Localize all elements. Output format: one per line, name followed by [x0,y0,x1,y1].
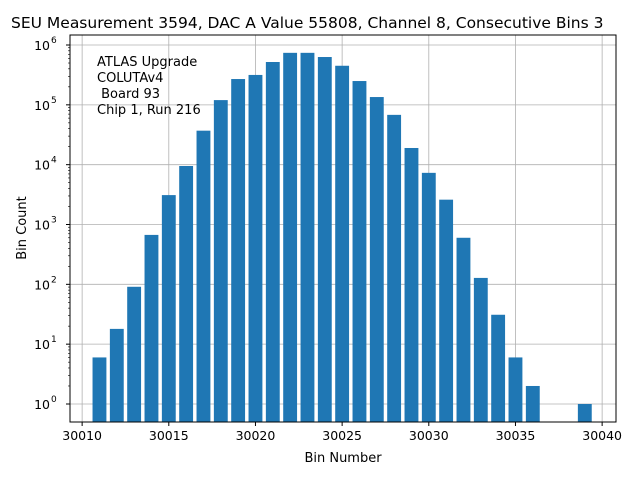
bar [161,195,176,422]
bar [335,65,350,423]
bar [387,114,402,423]
chart-title: SEU Measurement 3594, DAC A Value 55808,… [11,14,603,32]
annotation-line: Board 93 [97,87,160,102]
y-tick-label: 10 [34,38,50,53]
x-axis-label: Bin Number [304,451,382,466]
y-tick-exponent: 2 [51,275,57,285]
bar [317,57,332,422]
y-tick-label: 10 [34,397,50,412]
y-tick-exponent: 6 [51,36,57,46]
x-tick-label: 30040 [582,428,622,443]
bar [144,234,159,422]
bar [300,52,315,422]
x-tick-label: 30030 [409,428,449,443]
x-tick-label: 30020 [236,428,276,443]
bar [179,166,194,422]
bar [196,130,211,422]
x-axis: 30010 30015 30020 30025 30030 30035 30040 [62,422,622,443]
y-tick-exponent: 0 [51,395,57,405]
annotation-line: ATLAS Upgrade [97,55,197,70]
bar [283,52,298,422]
bar [109,328,124,422]
bar [352,81,367,422]
bar [213,100,228,423]
bar [525,385,540,422]
annotation: ATLAS Upgrade COLUTAv4 Board 93 Chip 1, … [97,55,201,118]
bar [491,314,506,422]
bar [577,403,592,422]
bar [248,74,263,423]
x-tick-label: 30025 [322,428,362,443]
bar [265,62,280,423]
bar [92,357,107,422]
bar [473,277,488,422]
x-tick-label: 30010 [62,428,102,443]
y-tick-exponent: 4 [51,156,57,166]
bar [456,237,471,422]
y-tick-exponent: 5 [51,96,57,106]
y-tick-label: 10 [34,98,50,113]
y-tick-label: 10 [34,158,50,173]
bar [404,147,419,422]
bar [508,357,523,422]
bar [231,79,246,423]
bar [421,172,436,422]
bar [369,97,384,422]
y-tick-exponent: 1 [51,335,57,345]
y-tick-label: 10 [34,218,50,233]
y-tick-label: 10 [34,277,50,292]
y-tick-label: 10 [34,337,50,352]
x-tick-label: 30015 [149,428,189,443]
bar [127,286,142,422]
bar [439,199,454,422]
y-axis-label: Bin Count [15,196,30,260]
bars [92,52,592,423]
annotation-line: Chip 1, Run 216 [97,103,201,118]
plot-frame [69,34,617,423]
annotation-line: COLUTAv4 [97,71,163,86]
x-tick-label: 30035 [496,428,536,443]
y-tick-exponent: 3 [51,216,57,226]
